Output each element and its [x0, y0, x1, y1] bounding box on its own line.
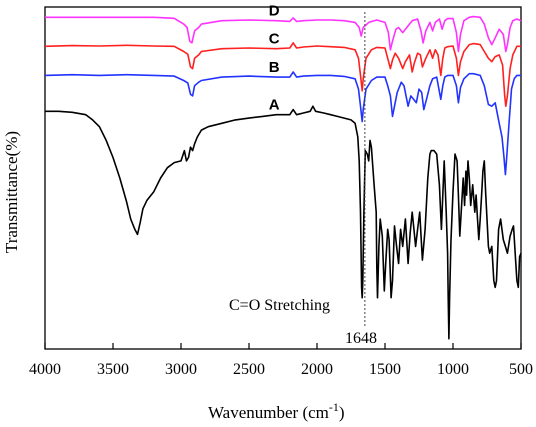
series-line-b [44, 71, 521, 176]
series-tag-b: B [269, 59, 280, 76]
x-tick-label: 2500 [233, 361, 265, 378]
plot-frame [44, 6, 522, 350]
x-tick-label: 3000 [165, 361, 197, 378]
x-tick-label: 500 [509, 361, 533, 378]
x-axis-title: Wavenumber (cm-1) [208, 400, 345, 422]
y-axis-title: Transmittance(%) [2, 131, 21, 253]
x-tick-label: 1500 [369, 361, 401, 378]
annotation-value: 1648 [345, 330, 377, 347]
series-line-a [45, 105, 522, 340]
annotation-text: C=O Stretching [229, 297, 330, 314]
series-tag-a: A [269, 97, 280, 114]
series-tag-c: C [269, 31, 280, 48]
x-tick-label: 3500 [97, 361, 129, 378]
x-axis-title-main: Wavenumber (cm [208, 403, 329, 422]
x-axis-title-end: ) [339, 403, 345, 422]
x-axis-ticks: 4000 3500 3000 2500 2000 1500 1000 500 [29, 343, 533, 378]
series-tag-d: D [269, 3, 280, 20]
x-tick-label: 4000 [29, 361, 61, 378]
series-line-c [44, 42, 521, 107]
x-axis-title-sup: -1 [329, 400, 339, 414]
series-line-d [45, 15, 522, 53]
x-tick-label: 2000 [301, 361, 333, 378]
x-tick-label: 1000 [437, 361, 469, 378]
series-lines [44, 15, 522, 340]
series-tags: DCB A [269, 3, 280, 114]
